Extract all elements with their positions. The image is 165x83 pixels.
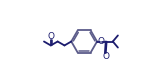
Text: O: O [98,37,104,46]
Text: O: O [48,32,54,41]
Text: O: O [102,52,109,61]
